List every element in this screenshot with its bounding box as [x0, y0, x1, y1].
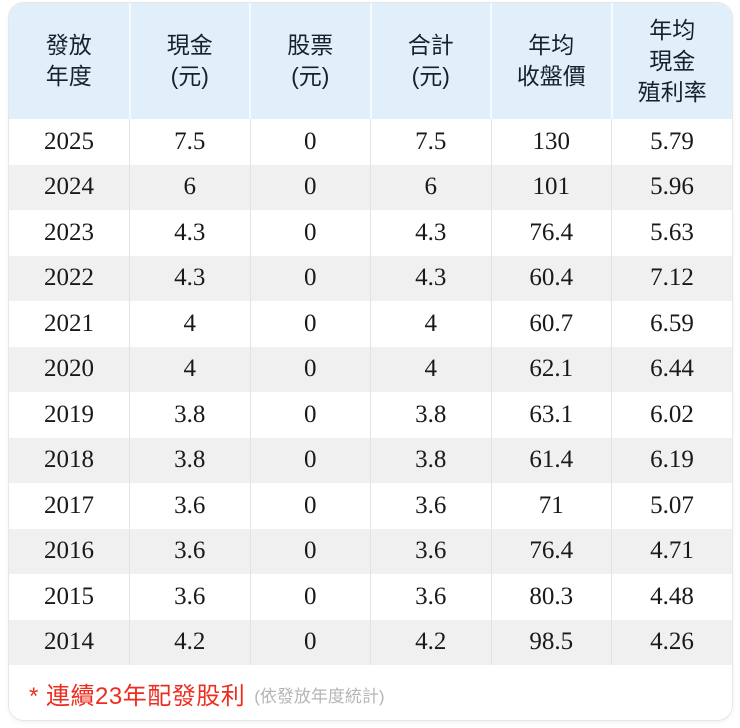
column-header-cash-dividend: 現金 (元): [129, 3, 251, 119]
cash-dividend-cell: 4.3: [129, 210, 251, 256]
column-header-avg-cash-yield: 年均 現金 殖利率: [611, 3, 732, 119]
stock-dividend-cell: 0: [250, 119, 371, 165]
avg-close-price-cell: 61.4: [491, 437, 612, 483]
cash-dividend-cell: 3.6: [129, 483, 251, 529]
total-dividend-cell: 4.2: [370, 619, 492, 665]
table-body: 2025 7.5 0 7.5 130 5.79 2024 6 0 6 101 5.96 2023 4.3 0…: [9, 119, 732, 665]
total-dividend-cell: 4: [370, 301, 492, 347]
avg-close-price-cell: 76.4: [491, 528, 612, 574]
table-row: 2020 4 0 4 62.1 6.44: [9, 346, 732, 392]
payout-year-cell: 2015: [9, 574, 130, 620]
payout-year-cell: 2024: [9, 164, 130, 210]
stock-dividend-cell: 0: [250, 574, 371, 620]
avg-cash-yield-cell: 6.19: [650, 446, 694, 474]
cash-dividend-cell: 3.8: [129, 437, 251, 483]
column-header-avg-close-price: 年均 收盤價: [491, 3, 613, 119]
avg-close-price-cell: 71: [491, 483, 612, 529]
table-row: 2024 6 0 6 101 5.96: [9, 164, 732, 210]
payout-year-cell: 2018: [9, 437, 130, 483]
stock-dividend-cell: 0: [250, 164, 371, 210]
avg-close-price-cell: 130: [491, 119, 612, 165]
total-dividend-cell: 3.6: [370, 528, 492, 574]
payout-year-cell: 2023: [9, 210, 130, 256]
table-row: 2022 4.3 0 4.3 60.4 7.12: [9, 255, 732, 301]
total-dividend-cell: 3.6: [370, 483, 492, 529]
payout-year-cell: 2014: [9, 619, 130, 665]
cash-dividend-cell: 7.5: [129, 119, 251, 165]
avg-close-price-cell: 98.5: [491, 619, 612, 665]
total-dividend-cell: 3.8: [370, 392, 492, 438]
table-row: 2023 4.3 0 4.3 76.4 5.63: [9, 210, 732, 256]
stock-dividend-cell: 0: [250, 301, 371, 347]
total-dividend-cell: 4.3: [370, 255, 492, 301]
dividend-history-table: 發放 年度 現金 (元) 股票 (元) 合計 (元) 年均 收盤價 年均 現金 殖利率 2…: [9, 3, 732, 665]
column-header-total-dividend: 合計 (元): [370, 3, 492, 119]
payout-year-cell: 2019: [9, 392, 130, 438]
table-row: 2015 3.6 0 3.6 80.3 4.48: [9, 574, 732, 620]
avg-cash-yield-cell: 5.63: [650, 218, 694, 246]
cash-dividend-cell: 4.3: [129, 255, 251, 301]
table-row: 2018 3.8 0 3.8 61.4 6.19: [9, 437, 732, 483]
stock-dividend-cell: 0: [250, 619, 371, 665]
payout-year-cell: 2021: [9, 301, 130, 347]
stock-dividend-cell: 0: [250, 483, 371, 529]
avg-close-price-cell: 63.1: [491, 392, 612, 438]
total-dividend-cell: 4: [370, 346, 492, 392]
stock-dividend-cell: 0: [250, 255, 371, 301]
footnote-text: * 連續23年配發股利: [29, 682, 246, 710]
table-row: 2021 4 0 4 60.7 6.59: [9, 301, 732, 347]
payout-year-cell: 2020: [9, 346, 130, 392]
avg-cash-yield-cell: 6.44: [650, 355, 694, 383]
stock-dividend-cell: 0: [250, 210, 371, 256]
table-row: 2019 3.8 0 3.8 63.1 6.02: [9, 392, 732, 438]
stock-dividend-cell: 0: [250, 346, 371, 392]
avg-cash-yield-cell: 6.02: [650, 400, 694, 428]
cash-dividend-cell: 4: [129, 346, 251, 392]
avg-cash-yield-cell: 4.71: [650, 537, 694, 565]
avg-close-price-cell: 62.1: [491, 346, 612, 392]
payout-year-cell: 2016: [9, 528, 130, 574]
avg-close-price-cell: 60.7: [491, 301, 612, 347]
cash-dividend-cell: 4.2: [129, 619, 251, 665]
table-row: 2016 3.6 0 3.6 76.4 4.71: [9, 528, 732, 574]
dividend-table-card: 發放 年度 現金 (元) 股票 (元) 合計 (元) 年均 收盤價 年均 現金 殖利率 2…: [8, 2, 733, 721]
avg-cash-yield-cell: 7.12: [650, 264, 694, 292]
total-dividend-cell: 7.5: [370, 119, 492, 165]
avg-close-price-cell: 101: [491, 164, 612, 210]
stock-dividend-cell: 0: [250, 528, 371, 574]
payout-year-cell: 2017: [9, 483, 130, 529]
cash-dividend-cell: 3.6: [129, 528, 251, 574]
total-dividend-cell: 6: [370, 164, 492, 210]
column-header-payout-year: 發放 年度: [9, 3, 131, 119]
table-header: 發放 年度 現金 (元) 股票 (元) 合計 (元) 年均 收盤價 年均 現金 殖利率: [9, 3, 732, 119]
avg-cash-yield-cell: 5.07: [650, 491, 694, 519]
avg-close-price-cell: 76.4: [491, 210, 612, 256]
cash-dividend-cell: 3.8: [129, 392, 251, 438]
total-dividend-cell: 3.6: [370, 574, 492, 620]
stock-dividend-cell: 0: [250, 437, 371, 483]
column-header-stock-dividend: 股票 (元): [250, 3, 372, 119]
avg-cash-yield-cell: 4.48: [650, 582, 694, 610]
table-row: 2017 3.6 0 3.6 71 5.07: [9, 483, 732, 529]
total-dividend-cell: 3.8: [370, 437, 492, 483]
avg-close-price-cell: 60.4: [491, 255, 612, 301]
table-row: 2014 4.2 0 4.2 98.5 4.26: [9, 619, 732, 665]
table-row: 2025 7.5 0 7.5 130 5.79: [9, 119, 732, 165]
footnote-subtext: (依發放年度統計): [254, 687, 385, 706]
avg-close-price-cell: 80.3: [491, 574, 612, 620]
avg-cash-yield-cell: 5.96: [650, 173, 694, 201]
avg-cash-yield-cell: 5.79: [650, 127, 694, 155]
avg-cash-yield-cell: 6.59: [650, 309, 694, 337]
cash-dividend-cell: 6: [129, 164, 251, 210]
cash-dividend-cell: 3.6: [129, 574, 251, 620]
table-header-row: 發放 年度 現金 (元) 股票 (元) 合計 (元) 年均 收盤價 年均 現金 殖利率: [9, 3, 732, 119]
footnote: * 連續23年配發股利 (依發放年度統計): [9, 665, 732, 720]
avg-cash-yield-cell: 4.26: [650, 628, 694, 656]
total-dividend-cell: 4.3: [370, 210, 492, 256]
payout-year-cell: 2022: [9, 255, 130, 301]
cash-dividend-cell: 4: [129, 301, 251, 347]
payout-year-cell: 2025: [9, 119, 130, 165]
stock-dividend-cell: 0: [250, 392, 371, 438]
